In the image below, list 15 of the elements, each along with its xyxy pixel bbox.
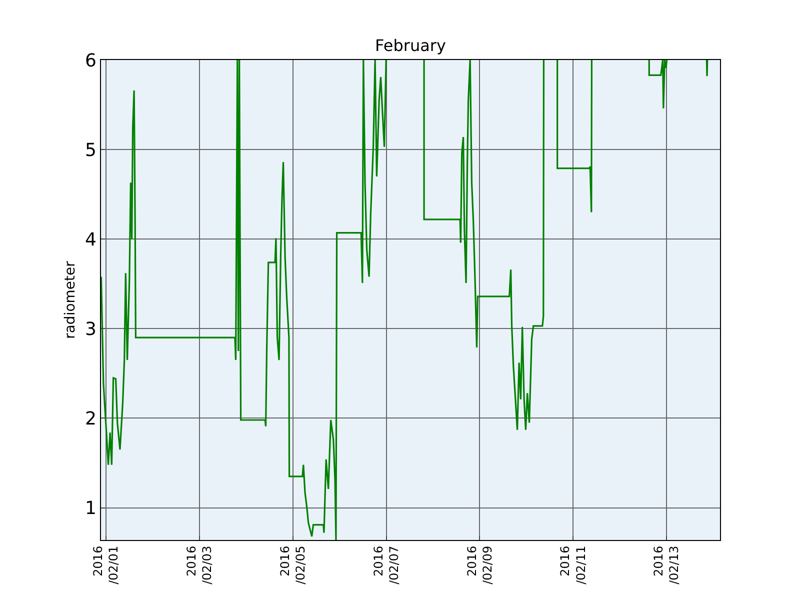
y-tick-label: 1 — [84, 498, 96, 520]
x-tick-label: 2016 /02/09 — [464, 546, 494, 584]
x-tick-label: 2016 /02/13 — [652, 546, 682, 584]
x-tick-label: 2016 /02/01 — [91, 546, 121, 584]
x-tick-label: 2016 /02/07 — [371, 546, 401, 584]
x-tick-label: 2016 /02/03 — [184, 546, 214, 584]
x-tick-label: 2016 /02/05 — [278, 546, 308, 584]
x-tick-label: 2016 /02/11 — [558, 546, 588, 584]
y-tick-label: 6 — [84, 50, 96, 72]
y-axis-title: radiometer — [62, 260, 79, 339]
y-tick-label: 3 — [84, 318, 96, 340]
y-tick-label: 5 — [84, 140, 96, 161]
y-tick-label: 2 — [84, 408, 96, 430]
y-tick-label: 4 — [84, 229, 96, 250]
chart-title: February — [375, 36, 446, 55]
